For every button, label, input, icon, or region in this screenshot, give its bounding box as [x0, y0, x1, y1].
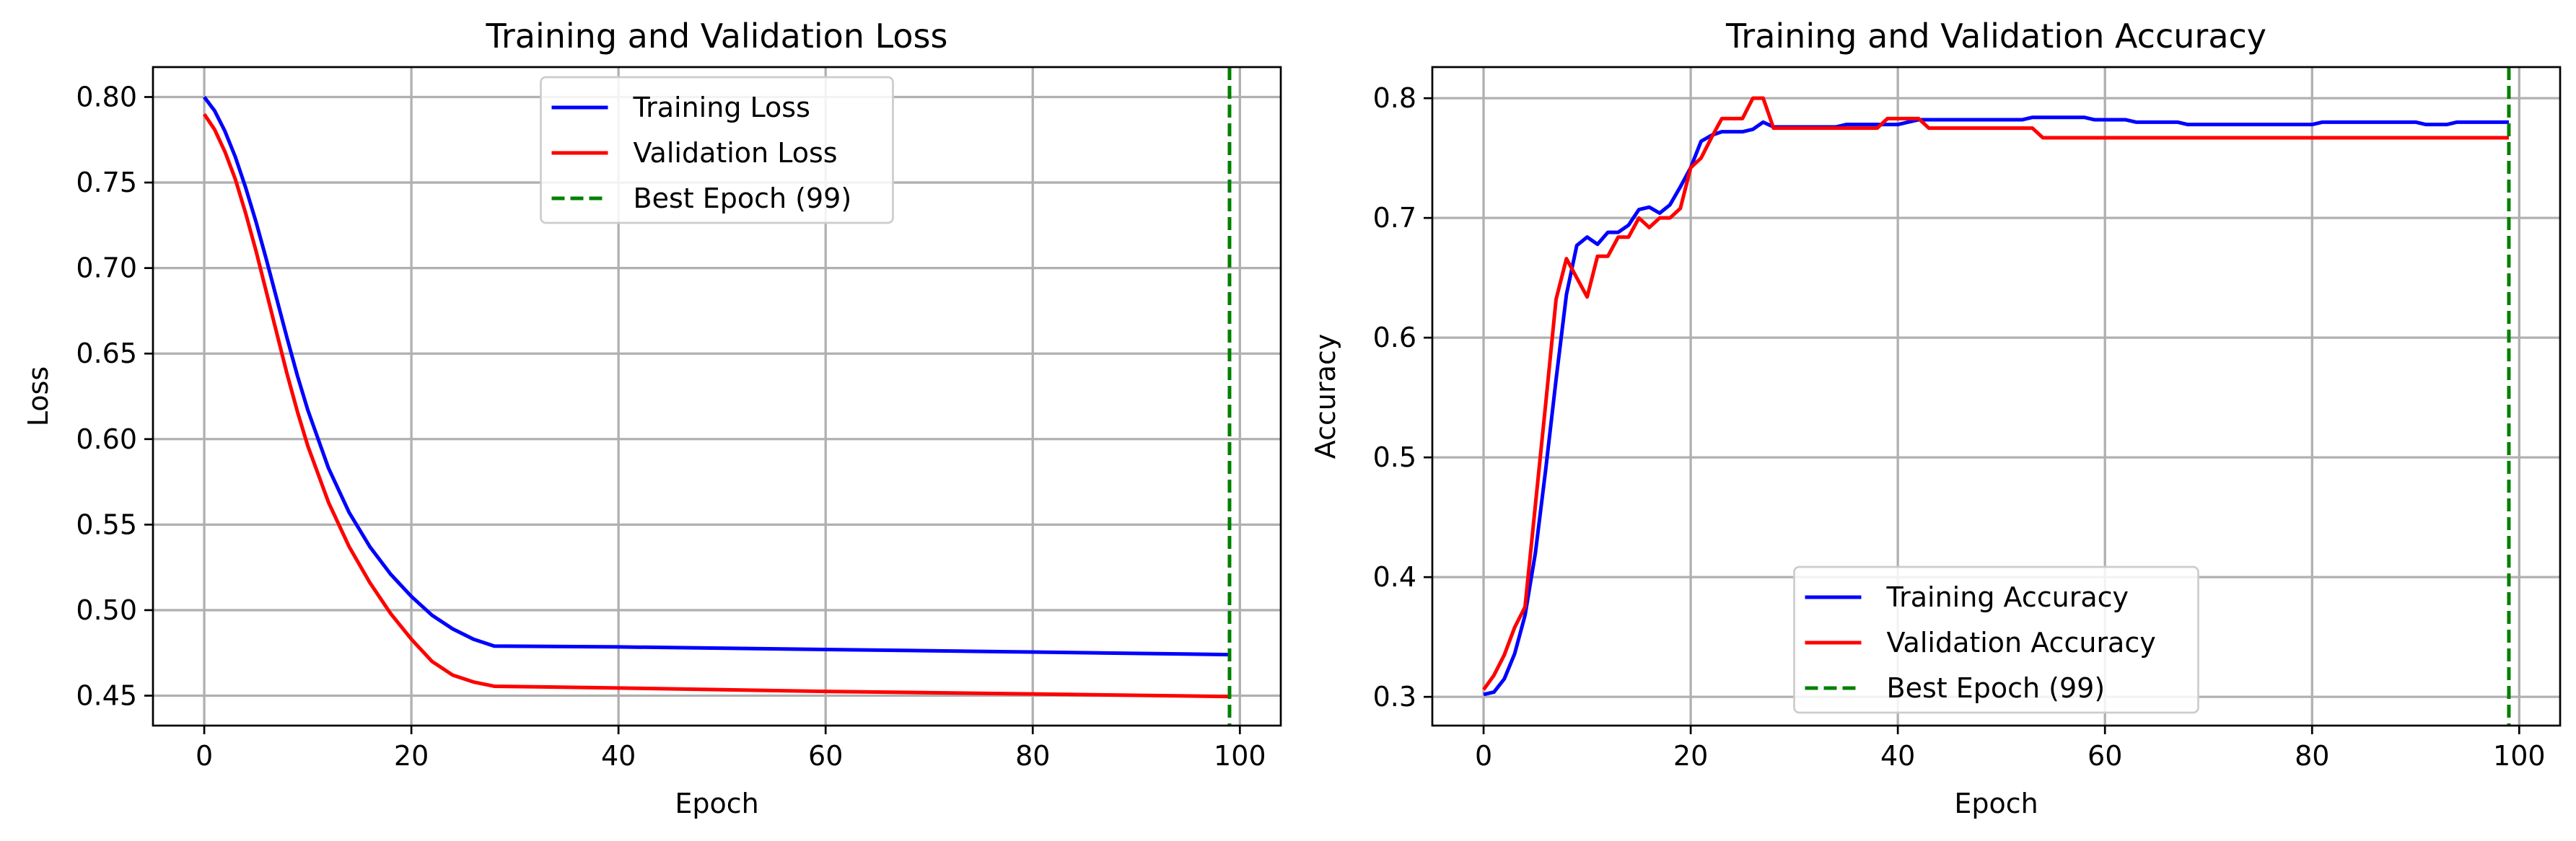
subplot-1: 0 20 40 60 80 100 0.45 0.50 0.55 0.60 0.65 0.70 0.75… [22, 17, 1282, 819]
legend-box [540, 76, 894, 224]
y-tick-label: 0.60 [76, 423, 137, 455]
y-tick-label: 0.75 [76, 167, 137, 198]
y-tick-label: 0.5 [1373, 441, 1416, 473]
x-tick-label: 40 [601, 740, 636, 772]
legend-label: Training Loss [633, 92, 810, 123]
y-tick-label: 0.3 [1373, 681, 1416, 713]
chart-title: Training and Validation Loss [486, 17, 948, 56]
subplot-2: 0 20 40 60 80 100 0.3 0.4 0.5 0.6 0.7 0.8 Training a… [1310, 17, 2562, 819]
legend-label: Validation Loss [634, 137, 838, 169]
series-line-training [203, 95, 1230, 657]
x-tick-label: 20 [394, 740, 429, 772]
series-group [202, 67, 1232, 726]
axes-frame [1431, 66, 2562, 727]
x-tick-label: 100 [1214, 740, 1266, 772]
y-axis-label: Accuracy [1310, 334, 1341, 459]
x-tick-label: 0 [196, 740, 213, 772]
y-tick-label: 0.50 [76, 594, 137, 626]
y-tick-label: 0.45 [76, 680, 137, 712]
legend-label: Best Epoch (99) [1887, 672, 2106, 704]
legend-label: Training Accuracy [1886, 581, 2129, 613]
x-tick-label: 60 [808, 740, 843, 772]
y-tick-label: 0.7 [1373, 202, 1416, 234]
legend-box [1793, 565, 2199, 714]
x-tick-label: 0 [1475, 740, 1492, 772]
legend-label: Validation Accuracy [1887, 627, 2156, 659]
legend: Training Accuracy Validation Accuracy Best… [1793, 565, 2199, 714]
y-tick-label: 0.4 [1373, 561, 1416, 593]
x-axis-label: Epoch [675, 788, 758, 819]
x-tick-label: 60 [2087, 740, 2122, 772]
series-line-training [1483, 115, 2509, 697]
legend-label: Best Epoch (99) [634, 182, 852, 214]
x-tick-label: 20 [1673, 740, 1708, 772]
x-tick-label: 40 [1880, 740, 1915, 772]
series-group [1482, 67, 2511, 726]
y-tick-label: 0.55 [76, 508, 137, 540]
x-tick-label: 80 [1015, 740, 1050, 772]
legend: Training Loss Validation Loss Best Epoch (… [540, 76, 894, 224]
chart-title: Training and Validation Accuracy [1725, 17, 2266, 56]
x-axis-label: Epoch [1954, 788, 2038, 819]
x-tick-label: 100 [2493, 740, 2546, 772]
y-tick-label: 0.8 [1373, 82, 1416, 114]
y-tick-label: 0.65 [76, 338, 137, 369]
series-line-validation [202, 113, 1230, 699]
x-tick-label: 80 [2295, 740, 2329, 772]
axes-frame [152, 66, 1282, 727]
y-tick-label: 0.70 [76, 252, 137, 284]
y-axis-label: Loss [22, 366, 54, 426]
y-tick-label: 0.6 [1373, 322, 1416, 353]
y-tick-label: 0.80 [76, 82, 137, 113]
series-line-validation [1482, 96, 2509, 691]
